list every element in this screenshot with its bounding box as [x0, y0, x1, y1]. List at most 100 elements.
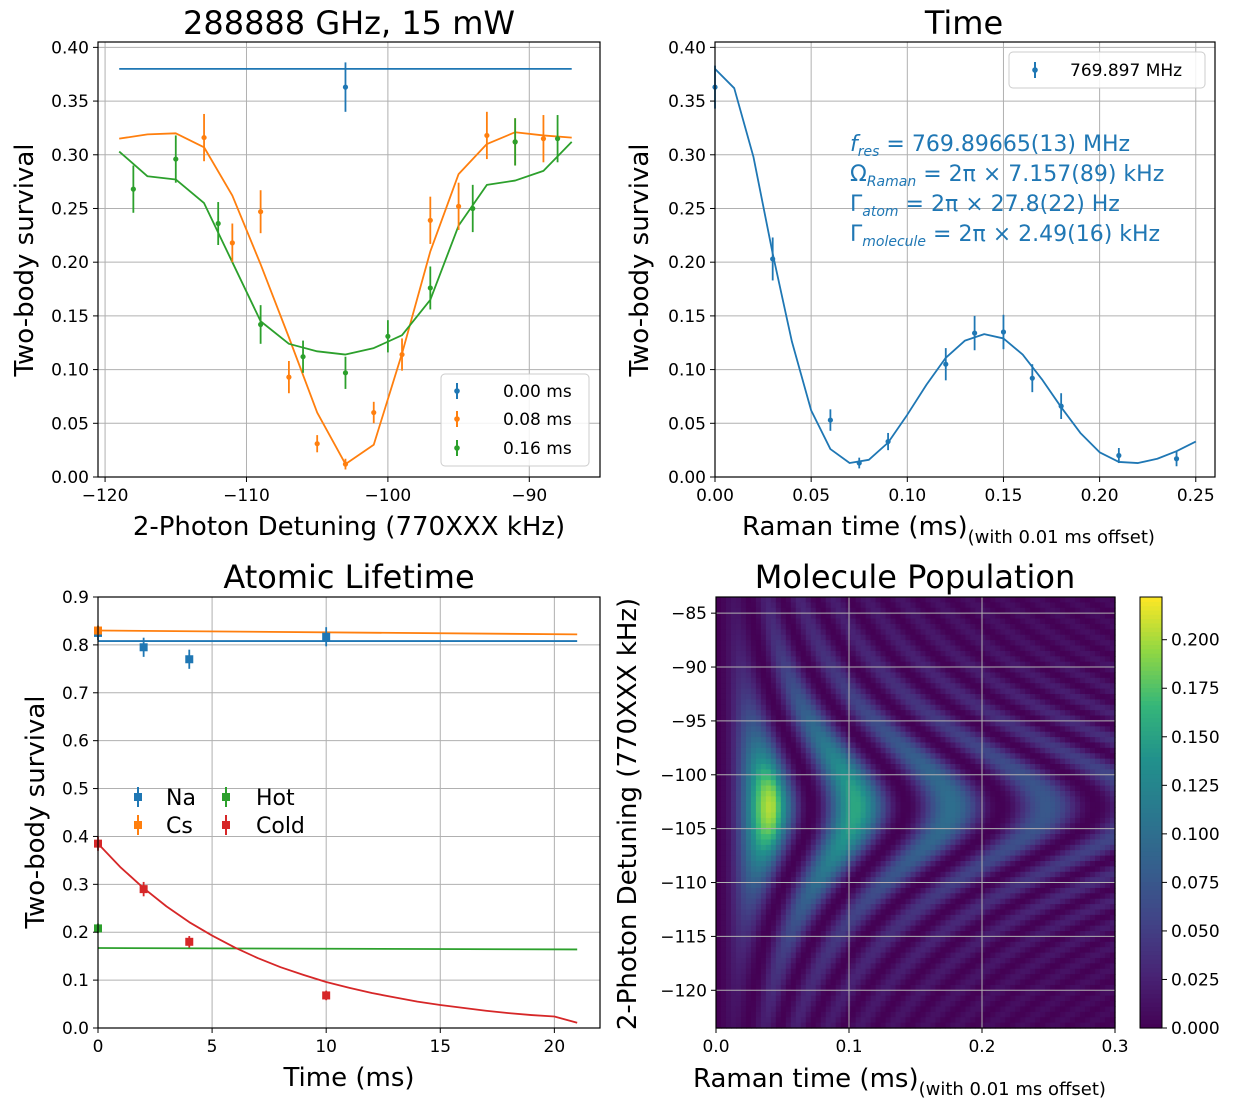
heatmap-cell: [850, 871, 857, 878]
heatmap-cell: [870, 764, 877, 770]
heatmap-cell: [870, 720, 877, 727]
heatmap-cell: [880, 796, 887, 803]
heatmap-cell: [805, 597, 812, 603]
heatmap-cell: [830, 947, 837, 954]
heatmap-cell: [955, 634, 961, 641]
p1-fit-2: [118, 141, 573, 356]
heatmap-cell: [885, 774, 892, 781]
heatmap-cell: [845, 850, 852, 857]
heatmap-cell: [910, 877, 917, 884]
heatmap-cell: [725, 855, 732, 862]
heatmap-cell: [975, 828, 981, 835]
heatmap-cell: [995, 995, 1001, 1002]
heatmap-cell: [820, 699, 827, 706]
heatmap-cell: [770, 613, 777, 620]
heatmap-cell: [895, 726, 902, 733]
heatmap-cell: [716, 790, 722, 797]
heatmap-cell: [735, 904, 742, 911]
heatmap-cell: [825, 667, 832, 674]
heatmap-cell: [925, 823, 932, 830]
heatmap-cell: [730, 1001, 737, 1008]
heatmap-cell: [850, 817, 857, 824]
heatmap-cell: [900, 850, 907, 857]
heatmap-cell: [810, 914, 817, 921]
heatmap-cell: [975, 774, 981, 781]
heatmap-cell: [745, 968, 752, 975]
heatmap-cell: [850, 952, 857, 959]
heatmap-cell: [850, 618, 857, 625]
heatmap-cell: [740, 699, 747, 706]
heatmap-cell: [940, 661, 947, 668]
heatmap-cell: [825, 720, 832, 727]
heatmap-cell: [810, 957, 817, 964]
heatmap-cell: [895, 769, 902, 776]
heatmap-cell: [760, 801, 767, 808]
heatmap-cell: [975, 914, 981, 921]
heatmap-cell: [865, 984, 872, 991]
heatmap-cell: [890, 790, 897, 797]
heatmap-cell: [725, 613, 732, 620]
heatmap-cell: [995, 893, 1001, 900]
heatmap-cell: [765, 898, 772, 905]
heatmap-cell: [935, 920, 942, 927]
heatmap-cell: [865, 936, 872, 943]
heatmap-cell: [855, 796, 862, 803]
heatmap-cell: [940, 887, 947, 894]
heatmap-cell: [960, 710, 966, 717]
heatmap-cell: [915, 941, 922, 948]
heatmap-cell: [910, 839, 917, 846]
heatmap-cell: [875, 715, 882, 722]
heatmap-cell: [765, 893, 772, 900]
heatmap-cell: [860, 710, 867, 717]
heatmap-cell: [960, 747, 966, 754]
heatmap-cell: [725, 704, 732, 711]
heatmap-cell: [975, 941, 981, 948]
heatmap-cell: [870, 877, 877, 884]
heatmap-cell: [945, 650, 952, 657]
heatmap-cell: [760, 650, 767, 657]
heatmap-cell: [820, 1017, 827, 1024]
heatmap-cell: [895, 909, 902, 916]
heatmap-cell: [775, 710, 782, 717]
heatmap-cell: [960, 774, 966, 781]
heatmap-cell: [915, 699, 922, 706]
heatmap-cell: [810, 618, 817, 625]
heatmap-cell: [795, 914, 802, 921]
heatmap-cell: [870, 602, 877, 609]
heatmap-cell: [915, 850, 922, 857]
heatmap-cell: [815, 877, 822, 884]
heatmap-cell: [765, 764, 772, 770]
heatmap-cell: [905, 650, 912, 657]
heatmap-cell: [750, 807, 757, 814]
heatmap-cell: [825, 1011, 832, 1018]
heatmap-cell: [875, 677, 882, 684]
heatmap-cell: [845, 963, 852, 970]
heatmap-cell: [1000, 731, 1006, 738]
heatmap-cell: [880, 995, 887, 1002]
heatmap-cell: [780, 731, 787, 738]
p2-xtick-label: 0.00: [696, 486, 734, 506]
heatmap-cell: [740, 720, 747, 727]
heatmap-cell: [880, 758, 887, 765]
heatmap-cell: [810, 984, 817, 991]
heatmap-cell: [995, 850, 1001, 857]
panel3-legend-label-cold: Cold: [256, 814, 305, 839]
heatmap-cell: [975, 834, 981, 841]
p2-ytick-label: 0.15: [668, 307, 706, 327]
heatmap-cell: [935, 634, 942, 641]
heatmap-cell: [995, 979, 1001, 986]
heatmap-cell: [745, 914, 752, 921]
heatmap-cell: [985, 904, 991, 911]
heatmap-cell: [785, 952, 792, 959]
heatmap-cell: [910, 710, 917, 717]
heatmap-cell: [840, 790, 847, 797]
heatmap-cell: [755, 1017, 762, 1024]
heatmap-cell: [730, 597, 737, 603]
heatmap-cell: [930, 710, 937, 717]
heatmap-cell: [880, 968, 887, 975]
heatmap-cell: [935, 774, 942, 781]
heatmap-cell: [910, 882, 917, 889]
heatmap-cell: [995, 1001, 1001, 1008]
heatmap-cell: [925, 618, 932, 625]
heatmap-cell: [885, 731, 892, 738]
